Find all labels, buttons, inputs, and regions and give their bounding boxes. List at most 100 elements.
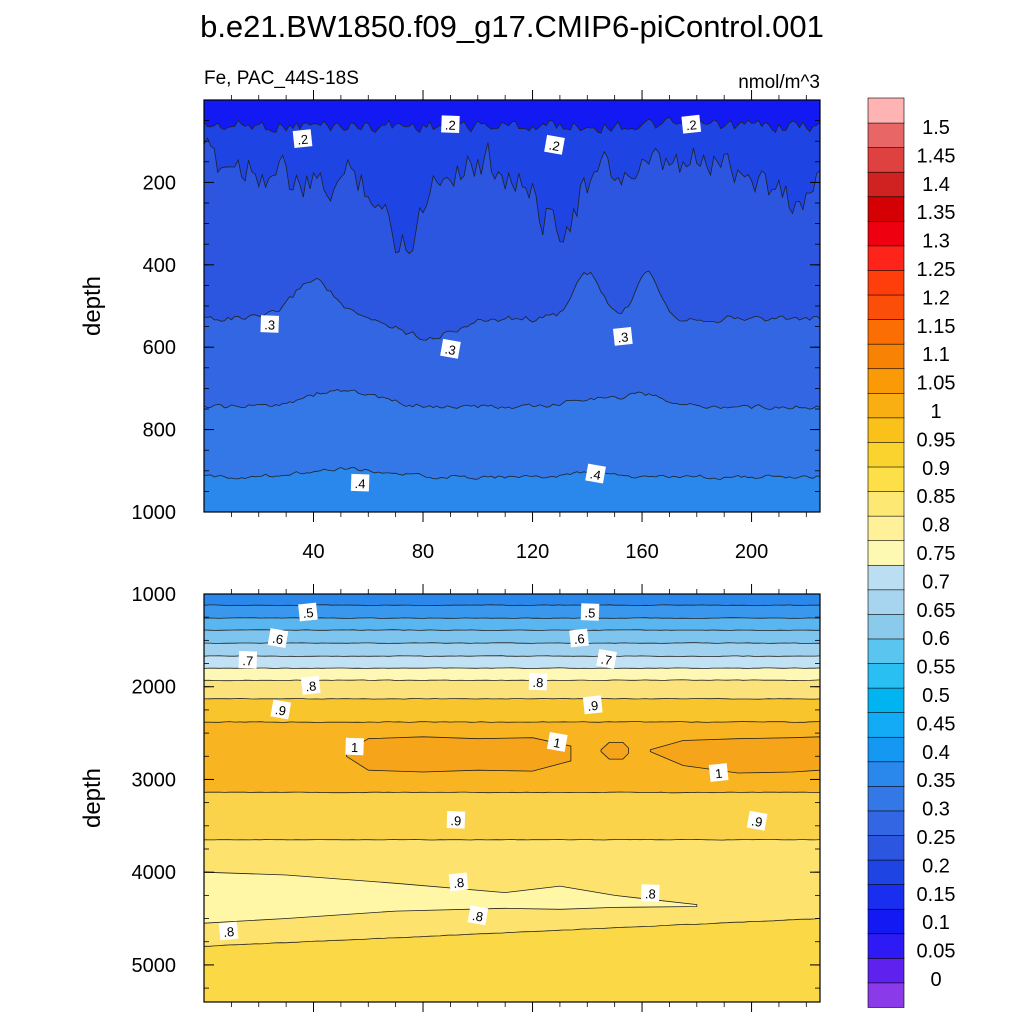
colorbar-label: 0.2 [922,855,950,877]
contour-label: .3 [613,327,633,346]
colorbar-swatch [867,785,905,812]
colorbar-swatch [867,761,905,787]
colorbar-label: 0.45 [917,713,956,735]
colorbar-label: 1.05 [917,373,956,395]
colorbar-swatch [867,711,905,738]
upper-contour-labels: .2 .2 .2 .2 .3 .3 .3 .4 .4 [260,114,702,492]
y-tick-label: 200 [143,172,176,194]
contour-label-text: .8 [471,908,484,925]
contour-label: .8 [448,872,469,892]
contour-label: .9 [270,699,292,720]
colorbar-swatch [867,122,905,148]
colorbar-label: 0.1 [922,912,950,934]
contour-label-text: .3 [444,341,457,358]
colorbar-label: 0.5 [922,685,950,707]
contour-label-text: .8 [305,678,317,694]
contour-label-text: .9 [750,813,763,830]
y-tick-label: 5000 [132,955,177,977]
lower-y-axis-label: depth [79,768,106,828]
contour-label-text: .2 [548,137,561,154]
colorbar-swatch [867,392,905,419]
contour-label: .5 [580,603,600,621]
y-tick-label: 1000 [132,584,177,606]
colorbar-swatch [867,662,905,689]
colorbar-swatch [867,269,905,296]
contour-label: .6 [267,628,289,648]
colorbar-swatch [867,367,905,394]
colorbar-swatch [867,687,905,713]
colorbar-swatch [867,146,905,173]
contour-label: .5 [298,602,318,622]
colorbar: 0 0.05 0.1 0.15 0.2 0.25 0.3 0.35 0.4 0.45 0.5 0.55… [867,97,956,1008]
colorbar-swatch [867,932,905,959]
contour-label: .2 [544,134,565,155]
contour-label: .9 [746,810,768,831]
contour-label: .3 [440,338,461,359]
colorbar-swatch [867,589,905,615]
contour-label: .9 [582,695,603,715]
contour-label: .9 [446,810,466,829]
colorbar-swatch [867,613,905,640]
contour-label-text: .9 [587,698,599,714]
x-tick-label: 40 [302,541,324,563]
colorbar-label: 1.25 [917,259,956,281]
contour-label-text: .3 [617,329,629,345]
contour-label-text: .7 [600,652,613,669]
y-tick-label: 400 [143,255,176,277]
colorbar-swatch [867,343,905,370]
colorbar-swatch [867,417,905,443]
colorbar-label: 1.15 [917,316,956,338]
contour-label-text: .2 [445,118,456,133]
colorbar-label: 1.4 [922,174,950,196]
contour-region [649,736,820,774]
y-tick-label: 600 [143,337,176,359]
colorbar-swatch [867,195,905,222]
contour-label-text: .8 [222,924,234,940]
contour-label: .7 [596,648,617,669]
colorbar-swatch [867,859,905,885]
y-tick-label: 800 [143,420,176,442]
colorbar-swatch [867,294,905,320]
contour-label-text: .3 [264,317,275,332]
contour-label-text: .4 [589,466,602,483]
colorbar-label: 0.25 [917,827,956,849]
colorbar-label: 0 [930,969,941,991]
contour-label-text: 1 [552,735,562,751]
contour-band [204,918,820,1002]
x-tick-label: 120 [516,541,549,563]
colorbar-swatch [867,957,905,984]
contour-label-text: .6 [573,631,585,647]
contour-label: 1 [546,731,568,752]
colorbar-label: 0.05 [917,941,956,963]
contour-label: .8 [300,675,321,695]
colorbar-label: 1.2 [922,287,950,309]
contour-line [204,466,820,480]
contour-region [345,736,572,773]
contour-line [204,918,820,947]
colorbar-label: 1.35 [917,202,956,224]
upper-axis-ticks: 200 400 600 800 1000 40 80 120 160 200 [132,90,820,563]
colorbar-swatch [867,515,905,542]
x-tick-label: 160 [625,541,658,563]
contour-line [204,270,820,341]
upper-contour-fill [204,100,820,512]
contour-label: 1 [345,737,364,756]
contour-region [600,742,629,760]
contour-label: .3 [260,315,280,333]
colorbar-swatch [867,834,905,861]
colorbar-swatch [867,245,905,271]
colorbar-swatch [867,736,905,763]
contour-label-text: 1 [351,740,359,755]
contour-label-text: .6 [271,631,284,648]
contour-region [204,871,698,924]
contour-label-text: .9 [450,813,461,828]
contour-label-text: .5 [302,605,314,621]
contour-label: .4 [585,463,606,484]
contour-line [204,137,820,255]
upper-y-axis-label: depth [79,276,106,336]
colorbar-swatch [867,810,905,836]
x-tick-label: 200 [735,541,768,563]
colorbar-swatch [867,564,905,591]
colorbar-swatch [867,638,905,664]
